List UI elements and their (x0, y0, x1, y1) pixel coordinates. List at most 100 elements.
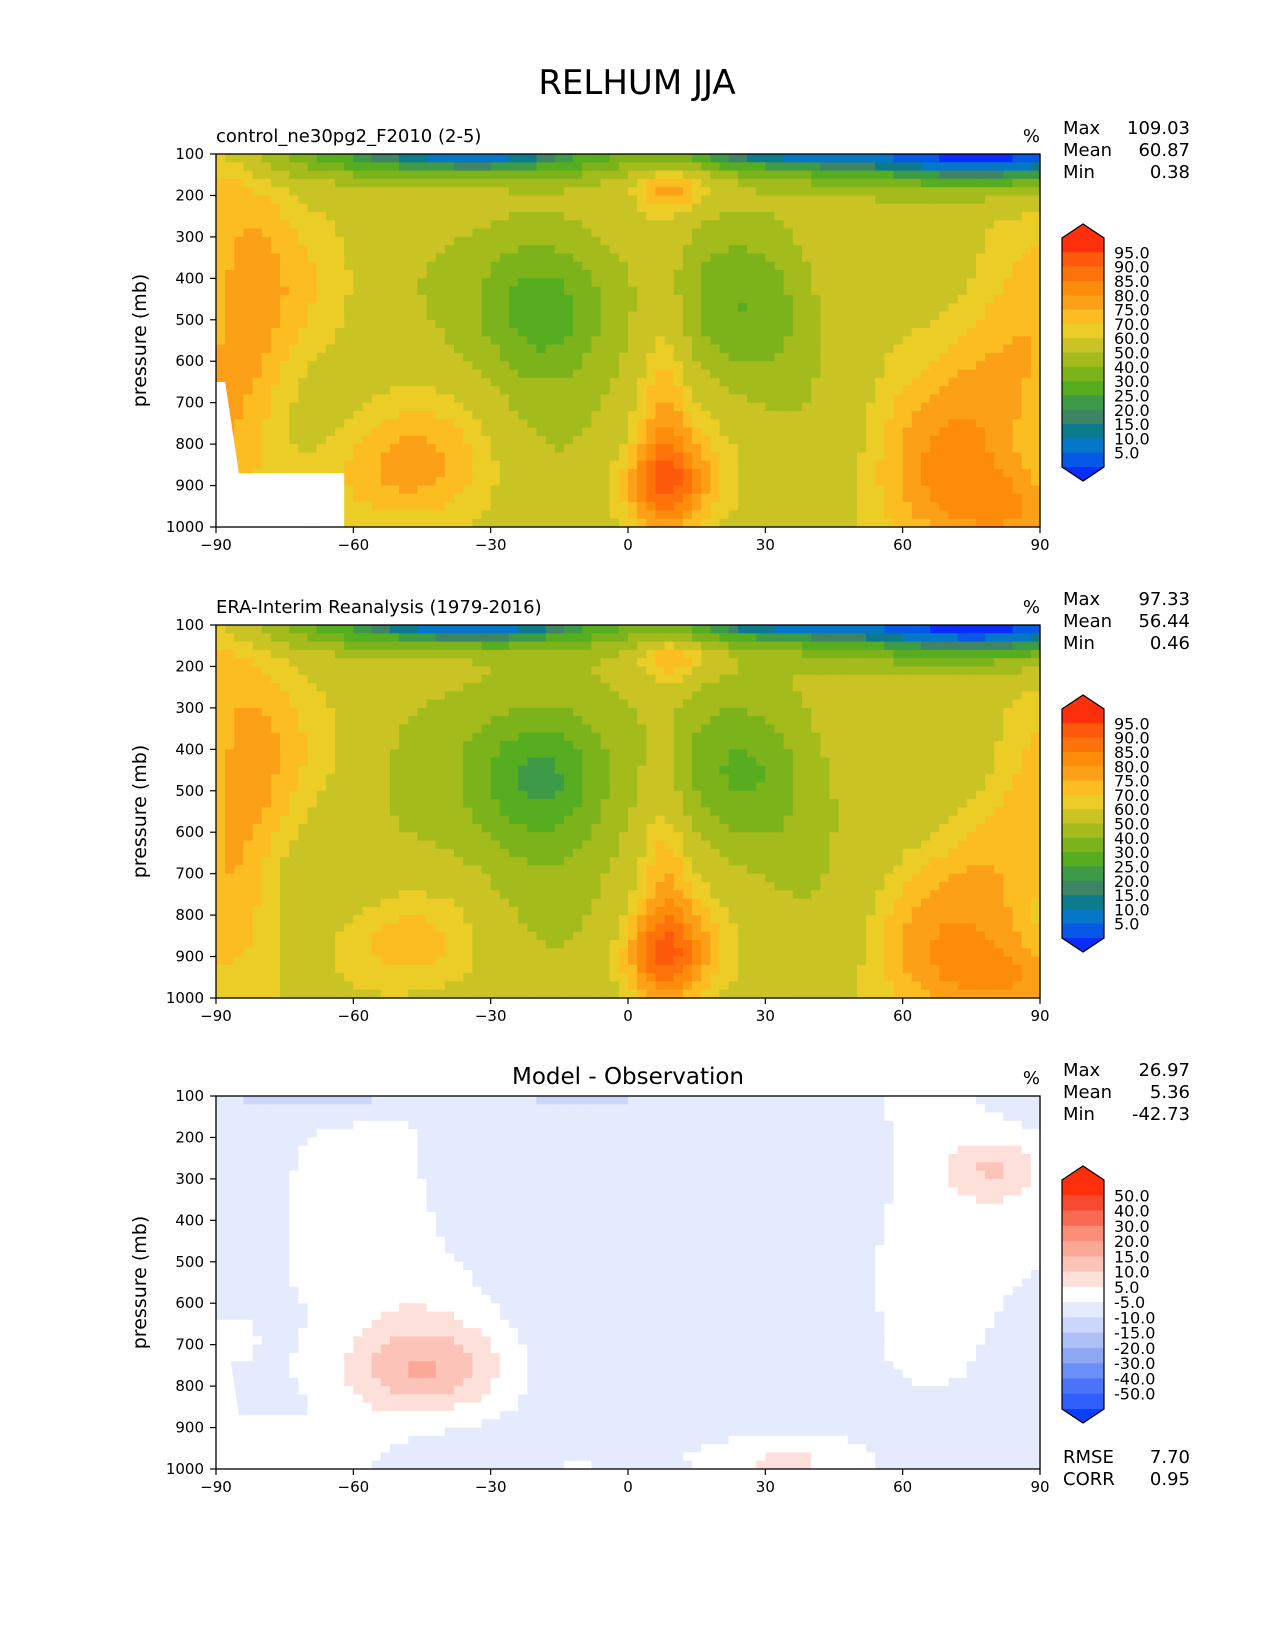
x-tick-label: −60 (338, 1478, 370, 1496)
stat-label: Mean (1063, 611, 1112, 632)
x-tick-label: −90 (200, 1007, 232, 1025)
panel-1: −90 −60 −30 0 30 60 90 100 200 300 400 500 600 700 800… (129, 118, 1190, 554)
panel-2: −90 −60 −30 0 30 60 90 100 200 300 400 500 600 700 800… (129, 589, 1190, 1025)
colorbar-label: 85.0 (1114, 272, 1150, 291)
y-tick-label: 800 (175, 435, 204, 453)
colorbar-label: 10.0 (1114, 900, 1150, 919)
colorbar-label: 50.0 (1114, 815, 1150, 834)
colorbar-label: 60.0 (1114, 800, 1150, 819)
x-tick-label: −30 (475, 536, 507, 554)
missing-data-region (216, 1323, 345, 1469)
x-tick-label: −90 (200, 1478, 232, 1496)
colorbar-label: -5.0 (1114, 1293, 1145, 1312)
colorbar-label: -15.0 (1114, 1324, 1155, 1343)
x-tick-label: −30 (475, 1007, 507, 1025)
extra-stat-label: RMSE (1063, 1447, 1114, 1468)
colorbar-label: 30.0 (1114, 843, 1150, 862)
y-tick-label: 300 (175, 699, 204, 717)
colorbar: 95.090.085.080.075.070.060.050.040.030.0… (1061, 223, 1150, 482)
units-label: % (1023, 1068, 1040, 1089)
stat-value: -42.73 (1132, 1104, 1190, 1125)
x-tick-label: 0 (623, 536, 633, 554)
y-tick-label: 400 (175, 740, 204, 758)
colorbar-label: 5.0 (1114, 1278, 1139, 1297)
stat-label: Min (1063, 162, 1095, 183)
x-tick-label: 30 (756, 1478, 775, 1496)
colorbar-label: 75.0 (1114, 301, 1150, 320)
colorbar-label: 5.0 (1114, 444, 1139, 463)
x-tick-label: 60 (893, 1478, 912, 1496)
colorbar-label: 20.0 (1114, 1232, 1150, 1251)
colorbar-label: 95.0 (1114, 714, 1150, 733)
colorbar-label: 15.0 (1114, 1247, 1150, 1266)
extra-stat-value: 7.70 (1150, 1447, 1190, 1468)
stat-value: 0.46 (1150, 633, 1190, 654)
y-tick-label: 200 (175, 657, 204, 675)
y-tick-label: 300 (175, 228, 204, 246)
stat-label: Max (1063, 589, 1101, 610)
stat-label: Mean (1063, 140, 1112, 161)
colorbar-label: 15.0 (1114, 886, 1150, 905)
colorbar-label: 50.0 (1114, 344, 1150, 363)
units-label: % (1023, 126, 1040, 147)
y-tick-label: 900 (175, 477, 204, 495)
panel-title: control_ne30pg2_F2010 (2-5) (216, 126, 481, 147)
x-tick-label: 60 (893, 536, 912, 554)
y-tick-label: 600 (175, 823, 204, 841)
y-tick-label: 800 (175, 1377, 204, 1395)
colorbar-label: 95.0 (1114, 243, 1150, 262)
x-tick-label: −60 (338, 536, 370, 554)
stat-value: 0.38 (1150, 162, 1190, 183)
colorbar-label: 25.0 (1114, 386, 1150, 405)
y-tick-label: 700 (175, 865, 204, 883)
y-tick-label: 800 (175, 906, 204, 924)
y-tick-label: 200 (175, 186, 204, 204)
stat-value: 5.36 (1150, 1082, 1190, 1103)
stat-label: Mean (1063, 1082, 1112, 1103)
units-label: % (1023, 597, 1040, 618)
colorbar-label: 10.0 (1114, 429, 1150, 448)
y-tick-label: 700 (175, 1336, 204, 1354)
colorbar-label: 40.0 (1114, 1202, 1150, 1221)
colorbar-label: 40.0 (1114, 829, 1150, 848)
y-tick-label: 1000 (166, 518, 204, 536)
y-axis-label: pressure (mb) (129, 274, 151, 408)
colorbar-label: -30.0 (1114, 1354, 1155, 1373)
stat-value: 60.87 (1138, 140, 1190, 161)
colorbar-label: 80.0 (1114, 757, 1150, 776)
stat-value: 97.33 (1138, 589, 1190, 610)
y-tick-label: 400 (175, 269, 204, 287)
y-tick-label: 500 (175, 1253, 204, 1271)
colorbar-label: 20.0 (1114, 872, 1150, 891)
x-tick-label: −30 (475, 1478, 507, 1496)
extra-stat-value: 0.95 (1150, 1469, 1190, 1490)
y-tick-label: 300 (175, 1170, 204, 1188)
contour-field (216, 625, 1041, 999)
colorbar-label: 30.0 (1114, 372, 1150, 391)
y-tick-label: 100 (175, 145, 204, 163)
figure-title: RELHUM JJA (538, 63, 735, 103)
y-tick-label: 900 (175, 1419, 204, 1437)
colorbar-label: -40.0 (1114, 1369, 1155, 1388)
contour-field (216, 154, 1041, 528)
colorbar-label: 30.0 (1114, 1217, 1150, 1236)
y-tick-label: 500 (175, 782, 204, 800)
colorbar-label: 5.0 (1114, 915, 1139, 934)
panel-title: Model - Observation (512, 1064, 744, 1090)
x-tick-label: 90 (1030, 1478, 1049, 1496)
y-tick-label: 400 (175, 1211, 204, 1229)
panel-title: ERA-Interim Reanalysis (1979-2016) (216, 597, 542, 618)
colorbar-label: 50.0 (1114, 1186, 1150, 1205)
x-tick-label: −90 (200, 536, 232, 554)
y-tick-label: 200 (175, 1128, 204, 1146)
colorbar-label: -20.0 (1114, 1339, 1155, 1358)
colorbar-label: 25.0 (1114, 857, 1150, 876)
contour-field (216, 1096, 1041, 1470)
stat-label: Max (1063, 1060, 1101, 1081)
colorbar-label: 80.0 (1114, 286, 1150, 305)
x-tick-label: 30 (756, 536, 775, 554)
colorbar-label: 85.0 (1114, 743, 1150, 762)
y-axis-label: pressure (mb) (129, 1216, 151, 1350)
colorbar-label: 10.0 (1114, 1263, 1150, 1282)
